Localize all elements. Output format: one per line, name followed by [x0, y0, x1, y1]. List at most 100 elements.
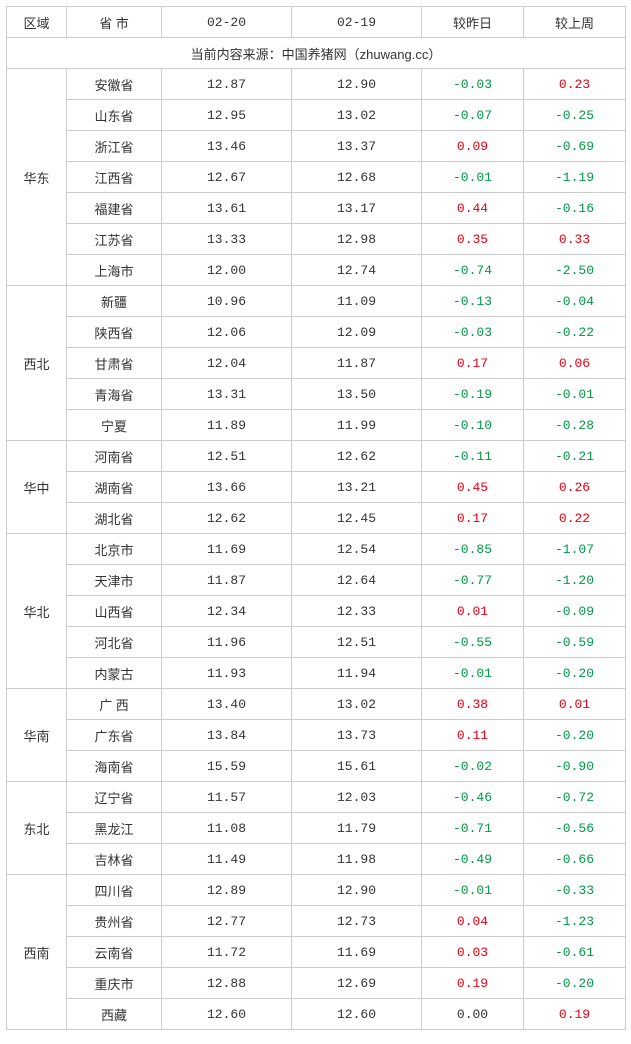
- table-row: 江苏省13.3312.980.350.33: [7, 224, 626, 255]
- day1-cell: 11.93: [162, 658, 292, 689]
- table-row: 东北辽宁省11.5712.03-0.46-0.72: [7, 782, 626, 813]
- col-header-province: 省 市: [67, 7, 162, 38]
- vs-lastweek-cell: -0.66: [524, 844, 626, 875]
- province-cell: 吉林省: [67, 844, 162, 875]
- day1-cell: 13.61: [162, 193, 292, 224]
- vs-yesterday-cell: 0.17: [422, 348, 524, 379]
- province-cell: 天津市: [67, 565, 162, 596]
- vs-lastweek-cell: 0.06: [524, 348, 626, 379]
- vs-lastweek-cell: -0.20: [524, 968, 626, 999]
- vs-lastweek-cell: -0.04: [524, 286, 626, 317]
- vs-yesterday-cell: -0.03: [422, 317, 524, 348]
- table-row: 华北北京市11.6912.54-0.85-1.07: [7, 534, 626, 565]
- vs-yesterday-cell: -0.10: [422, 410, 524, 441]
- province-cell: 河北省: [67, 627, 162, 658]
- table-row: 山西省12.3412.330.01-0.09: [7, 596, 626, 627]
- day1-cell: 12.04: [162, 348, 292, 379]
- province-cell: 西藏: [67, 999, 162, 1030]
- day1-cell: 12.34: [162, 596, 292, 627]
- province-cell: 新疆: [67, 286, 162, 317]
- table-header: 区域 省 市 02-20 02-19 较昨日 较上周 当前内容来源：中国养猪网（…: [7, 7, 626, 69]
- col-header-vs-yesterday: 较昨日: [422, 7, 524, 38]
- day2-cell: 12.03: [292, 782, 422, 813]
- vs-lastweek-cell: -2.50: [524, 255, 626, 286]
- province-cell: 上海市: [67, 255, 162, 286]
- vs-lastweek-cell: -0.28: [524, 410, 626, 441]
- province-cell: 江西省: [67, 162, 162, 193]
- table-row: 湖南省13.6613.210.450.26: [7, 472, 626, 503]
- region-cell: 华南: [7, 689, 67, 782]
- province-cell: 北京市: [67, 534, 162, 565]
- day2-cell: 12.45: [292, 503, 422, 534]
- province-cell: 海南省: [67, 751, 162, 782]
- day2-cell: 12.64: [292, 565, 422, 596]
- vs-lastweek-cell: 0.19: [524, 999, 626, 1030]
- day2-cell: 12.33: [292, 596, 422, 627]
- vs-lastweek-cell: -1.07: [524, 534, 626, 565]
- table-row: 浙江省13.4613.370.09-0.69: [7, 131, 626, 162]
- table-row: 甘肃省12.0411.870.170.06: [7, 348, 626, 379]
- table-row: 青海省13.3113.50-0.19-0.01: [7, 379, 626, 410]
- vs-lastweek-cell: -0.72: [524, 782, 626, 813]
- day1-cell: 13.66: [162, 472, 292, 503]
- col-header-day2: 02-19: [292, 7, 422, 38]
- province-cell: 江苏省: [67, 224, 162, 255]
- price-table: 区域 省 市 02-20 02-19 较昨日 较上周 当前内容来源：中国养猪网（…: [6, 6, 626, 1030]
- day1-cell: 12.51: [162, 441, 292, 472]
- province-cell: 四川省: [67, 875, 162, 906]
- vs-lastweek-cell: -1.23: [524, 906, 626, 937]
- day1-cell: 12.87: [162, 69, 292, 100]
- province-cell: 广 西: [67, 689, 162, 720]
- province-cell: 安徽省: [67, 69, 162, 100]
- day2-cell: 12.68: [292, 162, 422, 193]
- day2-cell: 11.09: [292, 286, 422, 317]
- day2-cell: 12.09: [292, 317, 422, 348]
- vs-yesterday-cell: 0.38: [422, 689, 524, 720]
- day1-cell: 11.69: [162, 534, 292, 565]
- day1-cell: 12.00: [162, 255, 292, 286]
- col-header-vs-lastweek: 较上周: [524, 7, 626, 38]
- vs-yesterday-cell: -0.49: [422, 844, 524, 875]
- day2-cell: 12.98: [292, 224, 422, 255]
- province-cell: 云南省: [67, 937, 162, 968]
- vs-yesterday-cell: -0.85: [422, 534, 524, 565]
- vs-lastweek-cell: -0.22: [524, 317, 626, 348]
- vs-yesterday-cell: -0.01: [422, 658, 524, 689]
- day1-cell: 10.96: [162, 286, 292, 317]
- day1-cell: 12.67: [162, 162, 292, 193]
- vs-yesterday-cell: 0.09: [422, 131, 524, 162]
- vs-yesterday-cell: 0.19: [422, 968, 524, 999]
- province-cell: 甘肃省: [67, 348, 162, 379]
- vs-lastweek-cell: -0.90: [524, 751, 626, 782]
- day1-cell: 12.88: [162, 968, 292, 999]
- day2-cell: 12.90: [292, 875, 422, 906]
- table-row: 内蒙古11.9311.94-0.01-0.20: [7, 658, 626, 689]
- day2-cell: 13.17: [292, 193, 422, 224]
- table-row: 陕西省12.0612.09-0.03-0.22: [7, 317, 626, 348]
- vs-yesterday-cell: -0.55: [422, 627, 524, 658]
- col-header-day1: 02-20: [162, 7, 292, 38]
- vs-yesterday-cell: 0.44: [422, 193, 524, 224]
- table-row: 宁夏11.8911.99-0.10-0.28: [7, 410, 626, 441]
- day2-cell: 13.02: [292, 100, 422, 131]
- vs-lastweek-cell: -0.56: [524, 813, 626, 844]
- day2-cell: 13.21: [292, 472, 422, 503]
- day1-cell: 11.87: [162, 565, 292, 596]
- day2-cell: 12.90: [292, 69, 422, 100]
- table-row: 西藏12.6012.600.000.19: [7, 999, 626, 1030]
- col-header-region: 区域: [7, 7, 67, 38]
- province-cell: 内蒙古: [67, 658, 162, 689]
- day1-cell: 12.06: [162, 317, 292, 348]
- table-row: 上海市12.0012.74-0.74-2.50: [7, 255, 626, 286]
- vs-lastweek-cell: -0.16: [524, 193, 626, 224]
- vs-lastweek-cell: -0.33: [524, 875, 626, 906]
- table-row: 福建省13.6113.170.44-0.16: [7, 193, 626, 224]
- vs-lastweek-cell: -0.21: [524, 441, 626, 472]
- vs-lastweek-cell: 0.01: [524, 689, 626, 720]
- table-row: 重庆市12.8812.690.19-0.20: [7, 968, 626, 999]
- region-cell: 华东: [7, 69, 67, 286]
- province-cell: 山西省: [67, 596, 162, 627]
- vs-yesterday-cell: 0.11: [422, 720, 524, 751]
- day1-cell: 11.72: [162, 937, 292, 968]
- day1-cell: 12.60: [162, 999, 292, 1030]
